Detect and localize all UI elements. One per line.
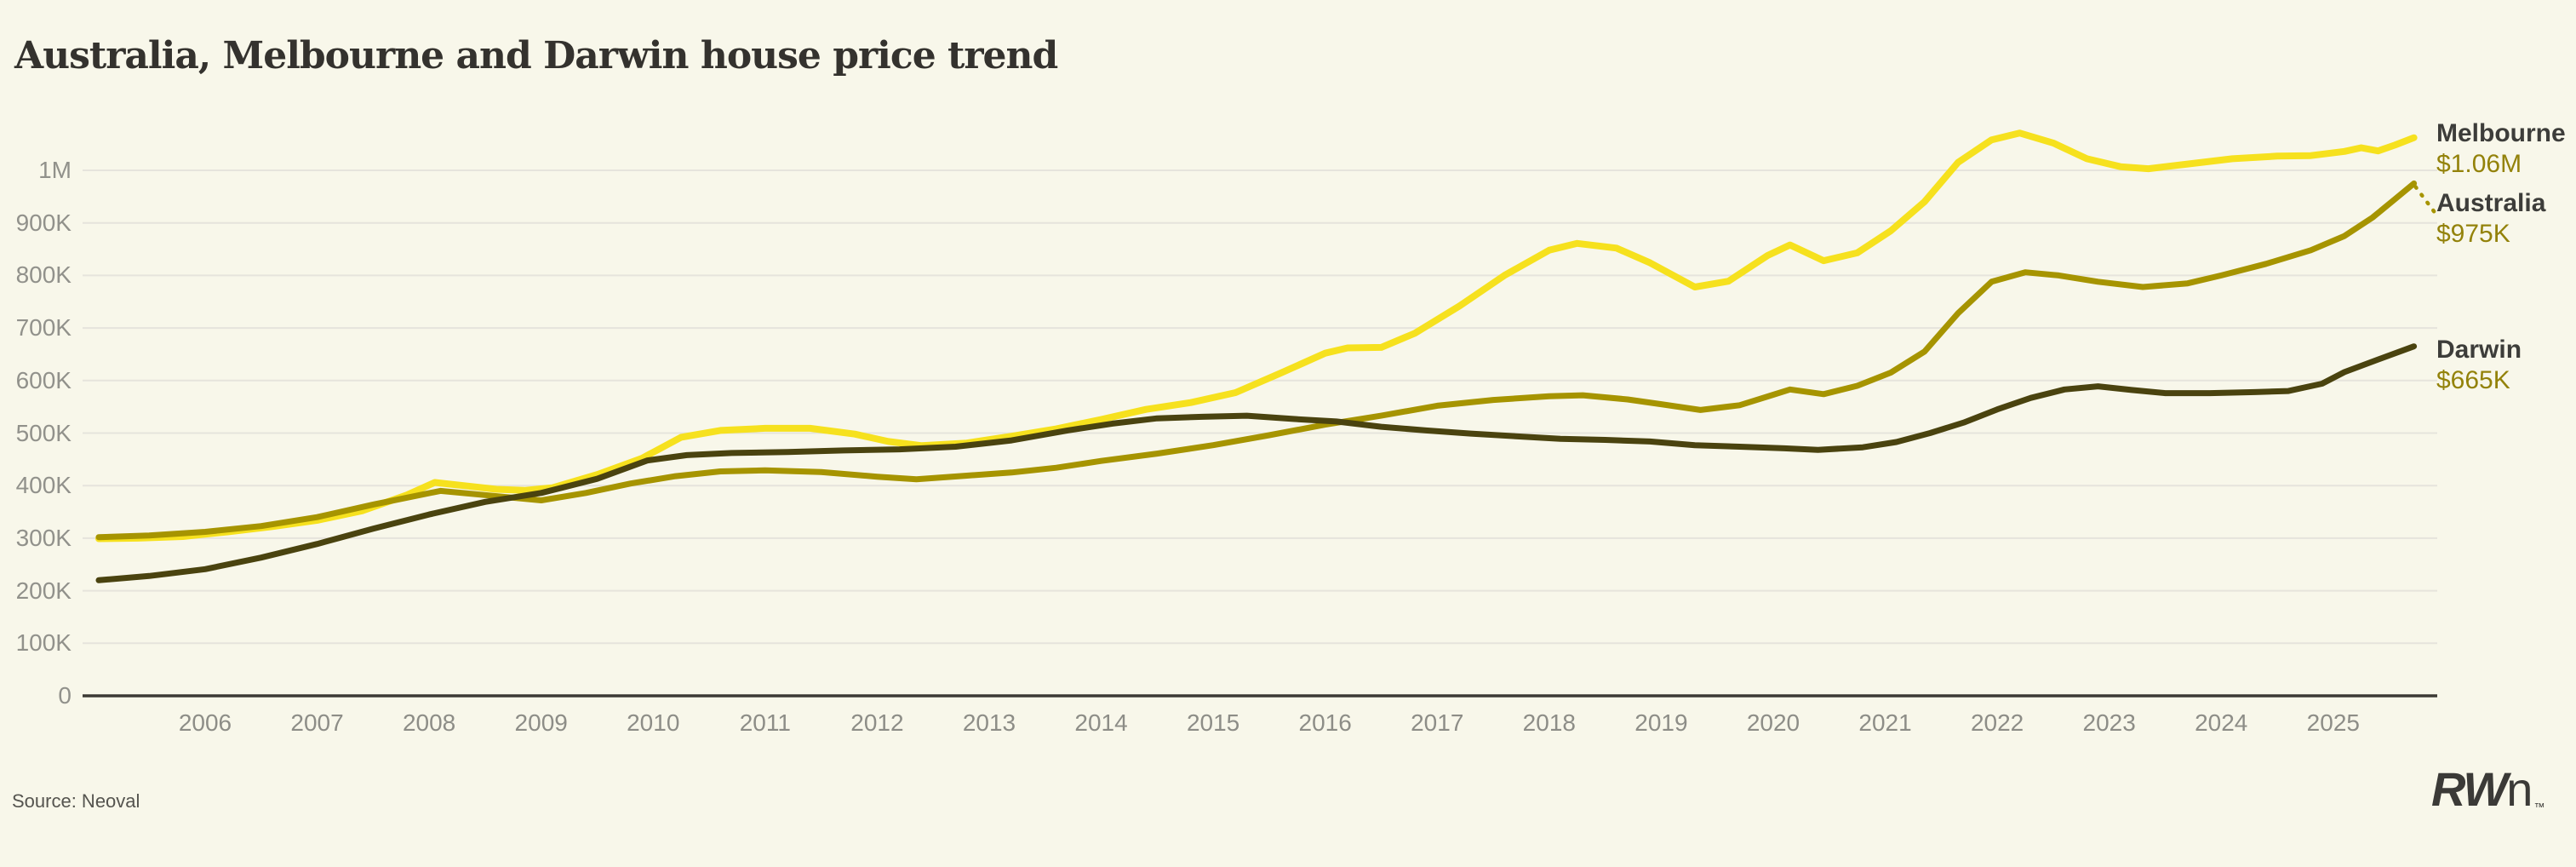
x-tick-label: 2006 bbox=[178, 709, 232, 736]
x-tick-label: 2012 bbox=[850, 709, 904, 736]
x-tick-label: 2014 bbox=[1074, 709, 1128, 736]
x-tick-label: 2025 bbox=[2306, 709, 2360, 736]
source-note: Source: Neoval bbox=[12, 790, 140, 812]
x-tick-label: 2009 bbox=[514, 709, 568, 736]
page-title: Australia, Melbourne and Darwin house pr… bbox=[14, 34, 1058, 78]
darwin-line bbox=[95, 343, 2418, 583]
x-tick-label: 2019 bbox=[1634, 709, 1688, 736]
x-tick-label: 2023 bbox=[2082, 709, 2136, 736]
y-tick-label: 300K bbox=[15, 524, 72, 551]
y-tick-label: 600K bbox=[15, 366, 72, 393]
australia-line bbox=[95, 180, 2418, 541]
x-tick-label: 2021 bbox=[1858, 709, 1912, 736]
y-tick-label: 0 bbox=[58, 682, 72, 709]
rwn-logo-light: n bbox=[2506, 762, 2533, 816]
x-tick-label: 2017 bbox=[1411, 709, 1464, 736]
rwn-logo-bold: RW bbox=[2431, 762, 2508, 816]
y-tick-label: 800K bbox=[15, 261, 72, 289]
legend-value-australia: $975K bbox=[2436, 220, 2510, 248]
legend-name-australia: Australia bbox=[2436, 189, 2546, 217]
y-tick-label: 100K bbox=[15, 629, 72, 657]
x-tick-label: 2015 bbox=[1186, 709, 1240, 736]
x-tick-label: 2008 bbox=[402, 709, 456, 736]
x-tick-label: 2018 bbox=[1522, 709, 1576, 736]
y-tick-label: 900K bbox=[15, 209, 72, 236]
legend-value-darwin: $665K bbox=[2436, 366, 2510, 394]
x-tick-label: 2007 bbox=[290, 709, 344, 736]
x-tick-label: 2016 bbox=[1298, 709, 1352, 736]
trademark-symbol: ™ bbox=[2533, 801, 2545, 813]
legend-name-darwin: Darwin bbox=[2436, 336, 2522, 364]
y-tick-label: 200K bbox=[15, 577, 72, 604]
rwn-logo: RWn ™ bbox=[2431, 761, 2545, 817]
australia-leader-line bbox=[2413, 185, 2438, 216]
legend-name-melbourne: Melbourne bbox=[2436, 119, 2566, 147]
x-tick-label: 2013 bbox=[962, 709, 1016, 736]
y-tick-label: 400K bbox=[15, 472, 72, 499]
x-tick-label: 2011 bbox=[739, 709, 791, 736]
y-tick-label: 700K bbox=[15, 314, 72, 342]
y-tick-label: 1M bbox=[38, 157, 72, 183]
x-tick-label: 2020 bbox=[1746, 709, 1800, 736]
x-tick-label: 2022 bbox=[1970, 709, 2024, 736]
x-tick-label: 2024 bbox=[2195, 709, 2248, 736]
melbourne-line bbox=[95, 129, 2418, 543]
y-tick-label: 500K bbox=[15, 419, 72, 446]
x-tick-label: 2010 bbox=[627, 709, 680, 736]
legend-value-melbourne: $1.06M bbox=[2436, 150, 2522, 178]
